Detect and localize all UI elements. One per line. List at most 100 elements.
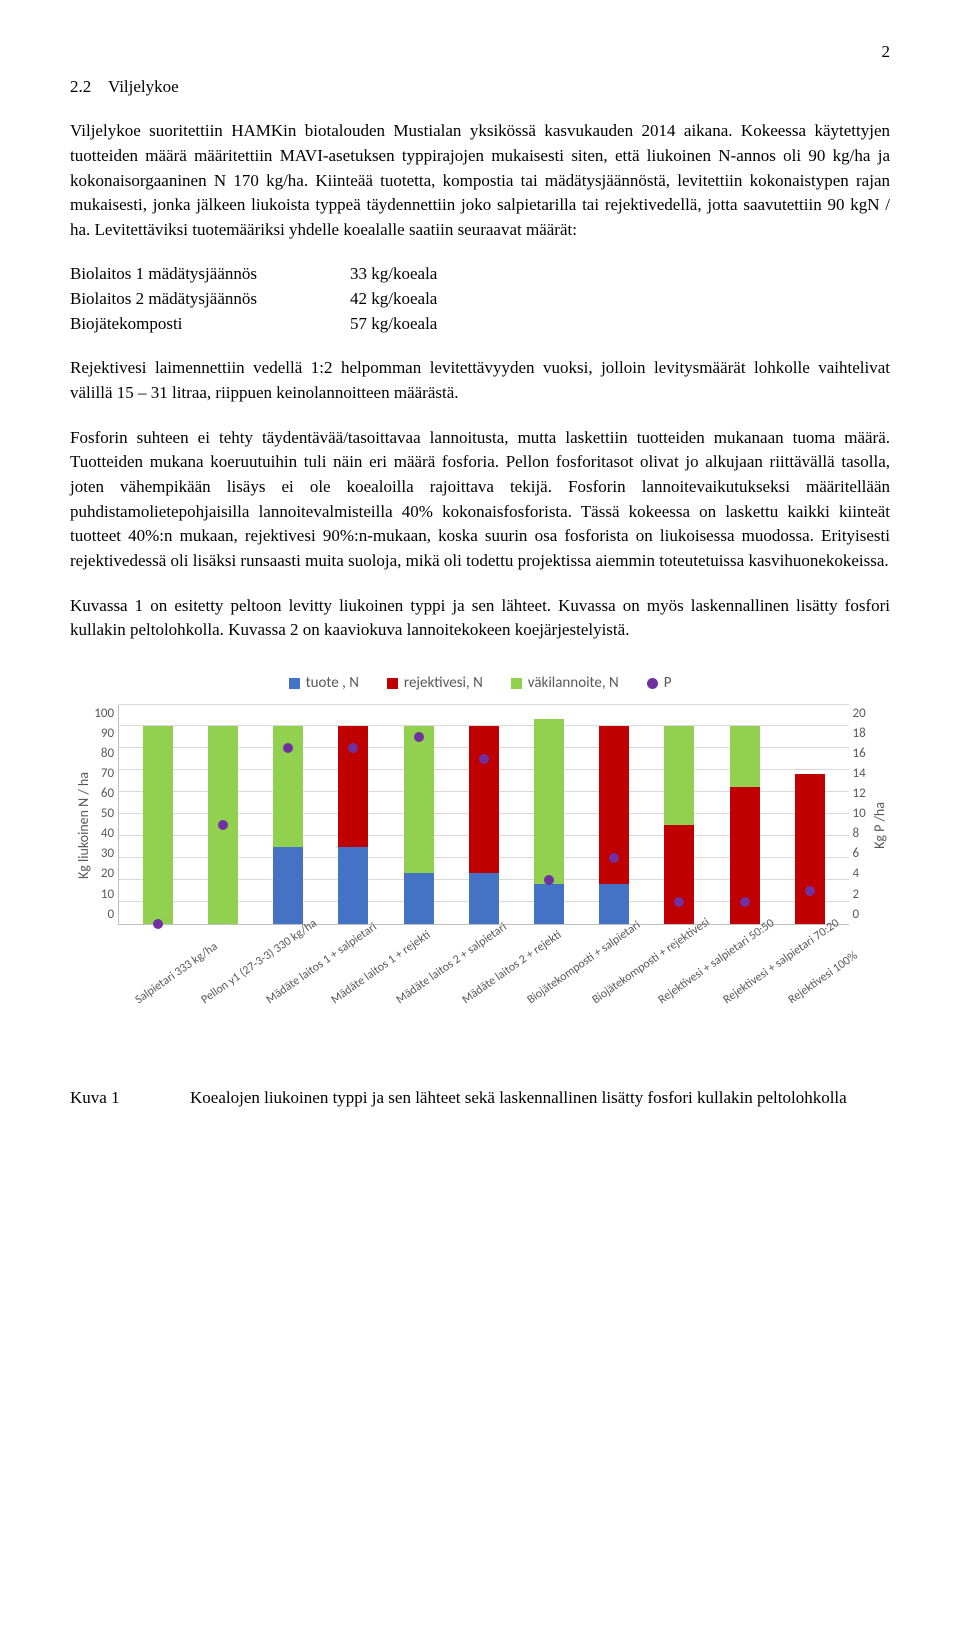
y-tick: 20 <box>94 865 114 884</box>
y-tick: 10 <box>853 805 866 824</box>
paragraph: Rejektivesi laimennettiin vedellä 1:2 he… <box>70 356 890 405</box>
x-label: Salpietari 333 kg/ha <box>132 969 179 1009</box>
p-marker <box>674 897 684 907</box>
y-tick: 18 <box>853 725 866 744</box>
paragraph: Fosforin suhteen ei tehty täydentävää/ta… <box>70 426 890 574</box>
bar-column <box>469 705 499 924</box>
paragraph: Kuvassa 1 on esitetty peltoon levitty li… <box>70 594 890 643</box>
bar-column <box>730 705 760 924</box>
list-item: Biojätekomposti 57 kg/koeala <box>70 312 890 337</box>
p-marker <box>348 743 358 753</box>
y-tick: 30 <box>94 845 114 864</box>
list-item: Biolaitos 1 mädätysjäännös 33 kg/koeala <box>70 262 890 287</box>
x-axis-labels: Salpietari 333 kg/haPellon y1 (27-3-3) 3… <box>118 929 848 946</box>
x-label: Mädäte laitos 2 + rejekti <box>459 969 506 1009</box>
bar-column <box>664 705 694 924</box>
nitrogen-phosphorus-chart: tuote , Nrejektivesi, Nväkilannoite, NP … <box>70 673 890 946</box>
p-marker <box>805 886 815 896</box>
p-marker <box>609 853 619 863</box>
y-tick: 10 <box>94 886 114 905</box>
legend-swatch <box>647 678 658 689</box>
bar-segment-vaki <box>143 726 173 924</box>
amount-value: 42 kg/koeala <box>350 287 437 312</box>
bar-column <box>534 705 564 924</box>
y-tick: 0 <box>853 906 866 925</box>
x-label: Mädäte laitos 2 + salpietari <box>394 969 441 1009</box>
section-number: 2.2 <box>70 77 91 96</box>
p-marker <box>740 897 750 907</box>
y-tick: 6 <box>853 845 866 864</box>
y-tick: 0 <box>94 906 114 925</box>
bar-segment-rejekti <box>469 726 499 873</box>
amounts-list: Biolaitos 1 mädätysjäännös 33 kg/koealaB… <box>70 262 890 336</box>
plot-area <box>118 705 848 925</box>
y-tick: 12 <box>853 785 866 804</box>
page-number: 2 <box>70 40 890 65</box>
p-marker <box>283 743 293 753</box>
y-tick: 60 <box>94 785 114 804</box>
list-item: Biolaitos 2 mädätysjäännös 42 kg/koeala <box>70 287 890 312</box>
y-tick: 16 <box>853 745 866 764</box>
section-title: Viljelykoe <box>108 77 179 96</box>
amount-label: Biolaitos 1 mädätysjäännös <box>70 262 350 287</box>
y-left-ticks: 1009080706050403020100 <box>94 705 118 925</box>
bar-segment-vaki <box>404 726 434 873</box>
caption-text: Koealojen liukoinen typpi ja sen lähteet… <box>190 1086 890 1111</box>
y-left-axis-label: Kg liukoinen N / ha <box>70 772 94 879</box>
p-marker <box>153 919 163 929</box>
amount-value: 57 kg/koeala <box>350 312 437 337</box>
legend-label: väkilannoite, N <box>528 673 619 695</box>
bar-segment-vaki <box>664 726 694 825</box>
p-marker <box>544 875 554 885</box>
legend-swatch <box>387 678 398 689</box>
y-tick: 80 <box>94 745 114 764</box>
bar-column <box>795 705 825 924</box>
y-tick: 70 <box>94 765 114 784</box>
bar-column <box>338 705 368 924</box>
y-right-ticks: 20181614121086420 <box>849 705 866 925</box>
y-tick: 20 <box>853 705 866 724</box>
x-label: Pellon y1 (27-3-3) 330 kg/ha <box>198 969 245 1009</box>
legend-label: rejektivesi, N <box>404 673 483 695</box>
legend-swatch <box>511 678 522 689</box>
p-marker <box>218 820 228 830</box>
x-label: Rejektivesi + salpietari 50:50 <box>655 969 702 1009</box>
bar-column <box>143 705 173 924</box>
x-label: Rejektivesi 100% <box>785 969 832 1009</box>
bar-column <box>404 705 434 924</box>
chart-legend: tuote , N rejektivesi, N väkilannoite, N P <box>70 673 890 695</box>
bar-segment-vaki <box>730 726 760 788</box>
y-tick: 8 <box>853 825 866 844</box>
y-tick: 4 <box>853 865 866 884</box>
bar-segment-tuote <box>469 873 499 924</box>
caption-label: Kuva 1 <box>70 1086 150 1111</box>
figure-caption: Kuva 1 Koealojen liukoinen typpi ja sen … <box>70 1086 890 1111</box>
legend-item: tuote , N <box>289 673 359 695</box>
y-right-axis-label: Kg P /ha <box>866 802 890 849</box>
legend-item: väkilannoite, N <box>511 673 619 695</box>
bar-column <box>599 705 629 924</box>
x-label: Biojätekomposti + rejektivesi <box>590 969 637 1009</box>
bar-segment-vaki <box>534 719 564 884</box>
legend-label: tuote , N <box>306 673 359 695</box>
amount-label: Biolaitos 2 mädätysjäännös <box>70 287 350 312</box>
y-tick: 90 <box>94 725 114 744</box>
bar-column <box>208 705 238 924</box>
x-label: Rejektivesi + salpietari 70:20 <box>720 969 767 1009</box>
y-tick: 50 <box>94 805 114 824</box>
x-label: Mädäte laitos 1 + rejekti <box>328 969 375 1009</box>
y-tick: 100 <box>94 705 114 724</box>
legend-swatch <box>289 678 300 689</box>
y-tick: 40 <box>94 825 114 844</box>
legend-label: P <box>664 673 672 695</box>
paragraph: Viljelykoe suoritettiin HAMKin biotaloud… <box>70 119 890 242</box>
bar-segment-tuote <box>273 847 303 924</box>
bar-segment-rejekti <box>795 774 825 924</box>
y-tick: 14 <box>853 765 866 784</box>
bar-segment-tuote <box>404 873 434 924</box>
bar-segment-tuote <box>338 847 368 924</box>
p-marker <box>414 732 424 742</box>
bar-column <box>273 705 303 924</box>
legend-item: rejektivesi, N <box>387 673 483 695</box>
x-label: Mädäte laitos 1 + salpietari <box>263 969 310 1009</box>
